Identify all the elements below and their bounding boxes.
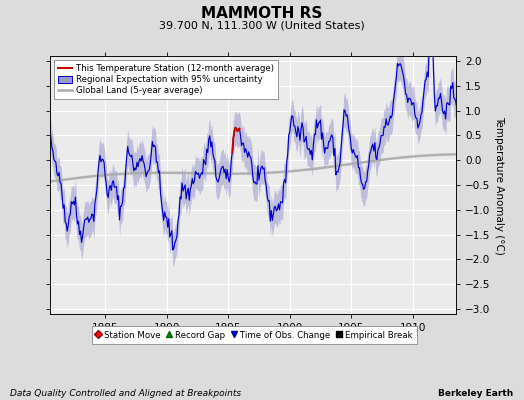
Text: MAMMOTH RS: MAMMOTH RS bbox=[201, 6, 323, 21]
Text: 39.700 N, 111.300 W (United States): 39.700 N, 111.300 W (United States) bbox=[159, 21, 365, 31]
Legend: This Temperature Station (12-month average), Regional Expectation with 95% uncer: This Temperature Station (12-month avera… bbox=[54, 60, 278, 99]
Text: Berkeley Earth: Berkeley Earth bbox=[438, 389, 514, 398]
Y-axis label: Temperature Anomaly (°C): Temperature Anomaly (°C) bbox=[495, 116, 505, 254]
Legend: Station Move, Record Gap, Time of Obs. Change, Empirical Break: Station Move, Record Gap, Time of Obs. C… bbox=[92, 326, 417, 344]
Text: Data Quality Controlled and Aligned at Breakpoints: Data Quality Controlled and Aligned at B… bbox=[10, 389, 242, 398]
